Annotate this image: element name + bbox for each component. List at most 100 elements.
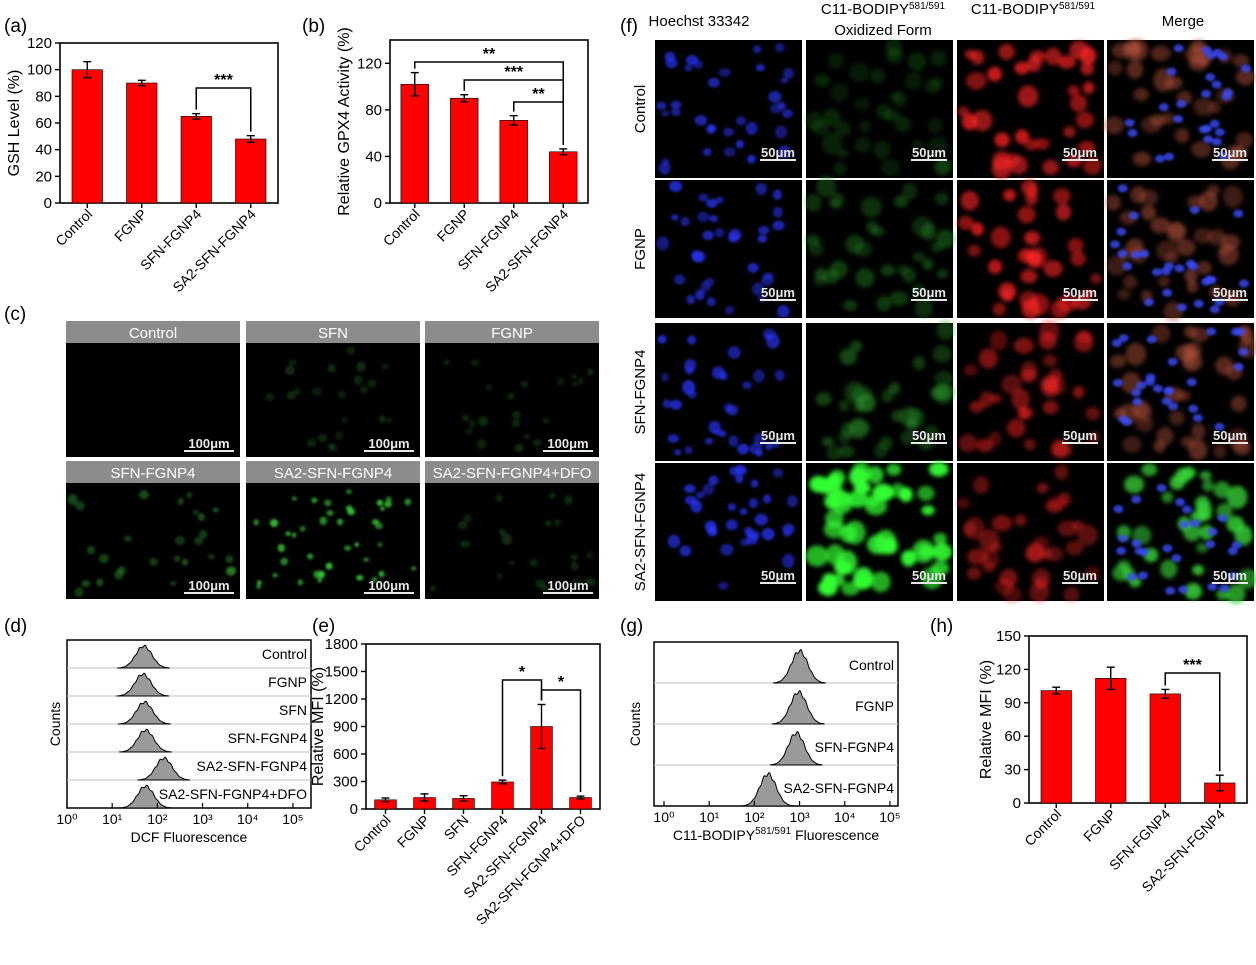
y-tick-label: 1500 (325, 664, 358, 681)
chart-g-c11-histograms: Control FGNP SFN-FGNP4 SA2-SFN-FGNP4 10⁰ 10¹ 1… (627, 641, 901, 843)
bar-sa2-sfn-fgnp4 (549, 151, 578, 204)
x-tick-label: 10⁵ (879, 809, 900, 825)
bar-sfn-fgnp4 (1149, 693, 1181, 804)
y-tick-label: 80 (35, 88, 52, 105)
row-label: Control (632, 85, 649, 133)
column-header-hoechst: Hoechst 33342 (649, 13, 750, 30)
micrograph-header-label: SFN-FGNP4 (110, 465, 195, 482)
chart-d-dcf-histograms: Control FGNP SFN SFN-FGNP4 SA2-SFN-FGNP4 SA2-… (47, 639, 312, 845)
cell-cluster (265, 346, 393, 453)
cell-cluster (656, 42, 795, 175)
y-tick-label: 40 (35, 142, 52, 159)
micrograph-tile (655, 463, 802, 601)
scale-bar-label: 50μm (761, 428, 795, 443)
x-tick-label: 10¹ (699, 809, 720, 825)
scale-bar-label: 50μm (1063, 568, 1097, 583)
bar-control (71, 69, 103, 204)
x-axis-label: DCF Fluorescence (131, 829, 248, 845)
x-tick-label: 10⁴ (834, 809, 856, 825)
series-label: FGNP (855, 698, 894, 714)
y-tick-label: 900 (333, 719, 358, 736)
scale-bar-label: 50μm (912, 285, 946, 300)
y-tick-label: 0 (350, 801, 358, 818)
y-tick-label: 60 (35, 115, 52, 132)
x-tick-label: 10³ (789, 809, 810, 825)
panel-c-dcf-micrographs: Control 100μm SFN 100μm FGNP 100μm SFN-FGNP4 10… (66, 321, 599, 599)
scale-bar-label: 50μm (1213, 145, 1247, 160)
y-tick-label: 30 (1004, 762, 1021, 779)
micrograph-header (246, 321, 420, 343)
micrograph-tile (655, 180, 802, 318)
bar-sfn-fgnp4 (180, 116, 212, 204)
micrograph-tile (425, 343, 599, 457)
y-tick-label: 90 (1004, 695, 1021, 712)
series-label: SFN-FGNP4 (815, 739, 895, 755)
panel-label-a: (a) (4, 16, 27, 37)
series-label: SA2-SFN-FGNP4 (197, 758, 308, 774)
cell-cluster (957, 179, 1102, 319)
panel-label-c: (c) (4, 304, 26, 325)
y-tick-label: 600 (333, 746, 358, 763)
micrograph-tile (66, 343, 240, 457)
cell-cluster (957, 464, 1101, 604)
x-tick-label: Control (350, 812, 393, 855)
scale-bar-label: 100μm (188, 436, 229, 451)
cell-cluster (443, 359, 594, 453)
series-label: SA2-SFN-FGNP4+DFO (159, 786, 307, 802)
cell-cluster (804, 175, 955, 319)
histogram-fgnp (116, 672, 170, 697)
x-tick-label: FGNP (434, 206, 473, 245)
significance-bracket (1164, 672, 1221, 772)
x-axis-label: C11-BODIPY581/591 Fluorescence (673, 826, 880, 843)
micrograph-header-label: SFN (318, 325, 348, 342)
y-axis-label: Relative MFI (%) (310, 667, 327, 786)
series-label: Control (849, 657, 894, 673)
column-header-oxidized-form: Oxidized Form (834, 22, 932, 39)
micrograph-header (425, 461, 599, 483)
x-tick-label: FGNP (394, 812, 433, 851)
bar-fgnp (1095, 678, 1127, 804)
merge-nuclei (1124, 44, 1251, 163)
y-tick-label: 0 (44, 195, 52, 212)
cell-cluster (656, 180, 790, 318)
significance-bracket (414, 61, 564, 145)
significance-label: ** (483, 46, 496, 63)
cell-cluster (815, 320, 955, 461)
cell-cluster (1109, 324, 1256, 461)
merge-nuclei (1111, 327, 1249, 431)
plot-frame (1028, 635, 1248, 804)
scale-bar-label: 50μm (761, 145, 795, 160)
scale-bar-label: 100μm (368, 436, 409, 451)
micrograph-header (425, 321, 599, 343)
y-tick-label: 0 (374, 195, 382, 212)
significance-bracket (540, 689, 582, 793)
y-tick-label: 300 (333, 774, 358, 791)
micrograph-header (246, 461, 420, 483)
bar-control (400, 83, 429, 204)
scale-bar-label: 50μm (1213, 568, 1247, 583)
row-label: SFN-FGNP4 (632, 349, 649, 434)
panel-f-c11-bodipy-micrographs: Hoechst 33342 C11-BODIPY581/591 Oxidized F… (632, 1, 1256, 605)
y-tick-label: 1200 (325, 691, 358, 708)
histogram-sa2-sfn-fgnp4 (137, 756, 191, 781)
y-axis-label: Counts (627, 702, 643, 746)
y-tick-label: 120 (27, 35, 52, 52)
panel-label-d: (d) (4, 616, 27, 637)
cell-cluster (253, 489, 417, 589)
x-tick-label: 10¹ (102, 811, 123, 827)
x-tick-label: 10⁴ (237, 811, 259, 827)
series-label: SFN (279, 702, 307, 718)
y-tick-label: 80 (365, 102, 382, 119)
bar-sfn-fgnp4 (491, 781, 514, 810)
y-tick-label: 40 (365, 148, 382, 165)
micrograph-header-label: Control (129, 325, 177, 342)
scale-bar-label: 50μm (1213, 428, 1247, 443)
bar-control (1040, 690, 1072, 804)
significance-bracket (195, 87, 252, 132)
scale-bar-label: 50μm (912, 145, 946, 160)
bar-sa2-sfn-fgnp4 (235, 138, 267, 204)
micrograph-tile (246, 343, 420, 457)
